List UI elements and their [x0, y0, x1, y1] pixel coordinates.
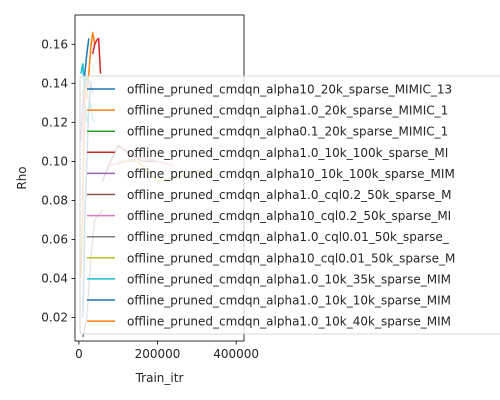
legend-entry-label: offline_pruned_cmdqn_alpha0.1_20k_sparse…	[127, 125, 448, 139]
legend-entry-label: offline_pruned_cmdqn_alpha10_cql0.01_50k…	[127, 251, 455, 265]
y-axis-ticks: 0.02 0.04 0.06 0.08 0.10 0.12 0.14 0.16	[41, 37, 75, 325]
legend: offline_pruned_cmdqn_alpha10_20k_sparse_…	[79, 75, 500, 335]
y-tick-label: 0.08	[41, 193, 68, 207]
legend-box	[79, 75, 500, 335]
x-axis-label: Train_itr	[135, 371, 184, 385]
legend-entry-label: offline_pruned_cmdqn_alpha10_10k_100k_sp…	[127, 167, 455, 181]
y-tick-label: 0.02	[41, 311, 68, 325]
legend-entry-label: offline_pruned_cmdqn_alpha1.0_cql0.01_50…	[127, 230, 450, 244]
legend-entry-label: offline_pruned_cmdqn_alpha1.0_10k_100k_s…	[127, 146, 448, 160]
legend-entry-label: offline_pruned_cmdqn_alpha1.0_10k_40k_sp…	[127, 315, 451, 329]
y-tick-label: 0.16	[41, 37, 68, 51]
y-tick-label: 0.12	[41, 115, 68, 129]
legend-entry-label: offline_pruned_cmdqn_alpha1.0_20k_sparse…	[127, 104, 448, 118]
y-tick-label: 0.14	[41, 76, 68, 90]
legend-entry-label: offline_pruned_cmdqn_alpha1.0_10k_10k_sp…	[127, 294, 451, 308]
y-axis-label: Rho	[15, 166, 29, 189]
x-tick-label: 200000	[135, 347, 181, 361]
legend-entry-label: offline_pruned_cmdqn_alpha1.0_10k_35k_sp…	[127, 272, 451, 286]
legend-entry-label: offline_pruned_cmdqn_alpha10_20k_sparse_…	[127, 83, 452, 97]
y-tick-label: 0.06	[41, 232, 68, 246]
series-line-4	[91, 37, 102, 74]
x-axis-ticks: 0 200000 400000	[75, 341, 259, 361]
x-tick-label: 400000	[213, 347, 259, 361]
x-tick-label: 0	[75, 347, 83, 361]
y-tick-label: 0.04	[41, 272, 68, 286]
legend-entry-label: offline_pruned_cmdqn_alpha1.0_cql0.2_50k…	[127, 188, 452, 202]
y-tick-label: 0.10	[41, 154, 68, 168]
legend-entry-label: offline_pruned_cmdqn_alpha10_cql0.2_50k_…	[127, 209, 451, 223]
